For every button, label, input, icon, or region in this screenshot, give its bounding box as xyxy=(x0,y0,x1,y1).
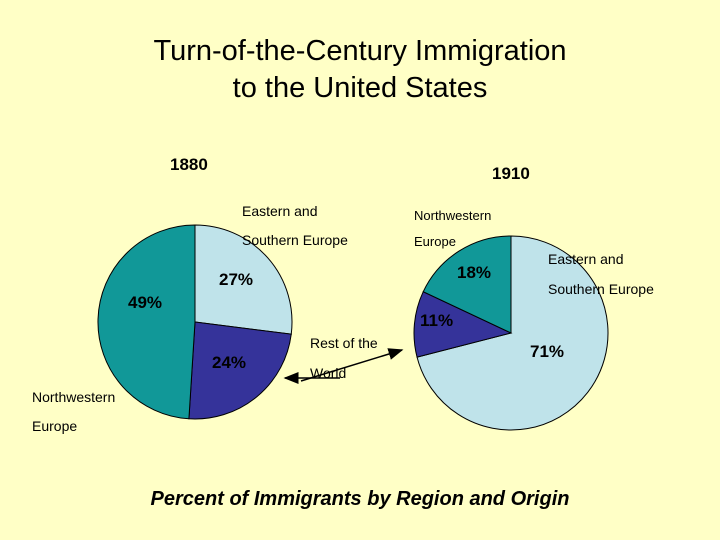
arrow-to-1910-rest xyxy=(300,348,404,382)
annotation-rest-line2: World xyxy=(310,365,347,381)
pie-1910-label-eastern-line2: Southern Europe xyxy=(548,281,654,297)
pie-1880 xyxy=(97,224,293,420)
pie-1880-title: 1880 xyxy=(170,155,208,174)
pie-1910-slice-2 xyxy=(422,235,512,334)
pie-1880-value-northwestern: 49% xyxy=(128,293,163,312)
pie-1910-title: 1910 xyxy=(492,164,530,183)
pie-1880-label-eastern-line1: Eastern and xyxy=(242,203,318,219)
pie-1910-label-northwestern-line2: Europe xyxy=(414,234,456,249)
annotation-rest-line1: Rest of the xyxy=(310,335,378,351)
pie-1910-value-rest: 11% xyxy=(420,311,454,330)
pie-1910-slice-1 xyxy=(413,291,513,358)
pie-1880-slice-2 xyxy=(97,224,196,420)
pie-1910-label-eastern-line1: Eastern and xyxy=(548,251,624,267)
pie-1880-value-rest: 24% xyxy=(212,353,247,372)
pie-1910-label-northwestern-line1: Northwestern xyxy=(414,208,492,223)
figure-caption: Percent of Immigrants by Region and Orig… xyxy=(150,488,570,510)
pie-1910 xyxy=(413,235,609,431)
pie-1880-label-northwestern-line1: Northwestern xyxy=(32,389,116,405)
chart-title-line2: to the United States xyxy=(232,72,488,104)
pie-1880-slice-0 xyxy=(194,224,293,335)
pie-1880-value-eastern: 27% xyxy=(219,270,254,289)
pie-1880-label-northwestern-line2: Europe xyxy=(32,418,78,434)
pie-1910-slice-0 xyxy=(416,235,609,431)
chart-title-line1: Turn-of-the-Century Immigration xyxy=(153,35,567,67)
pie-1880-slice-1 xyxy=(188,321,292,420)
pie-1910-value-eastern: 71% xyxy=(530,342,565,361)
pie-1910-value-northwestern: 18% xyxy=(457,263,492,282)
pie-1880-label-eastern-line2: Southern Europe xyxy=(242,232,348,248)
